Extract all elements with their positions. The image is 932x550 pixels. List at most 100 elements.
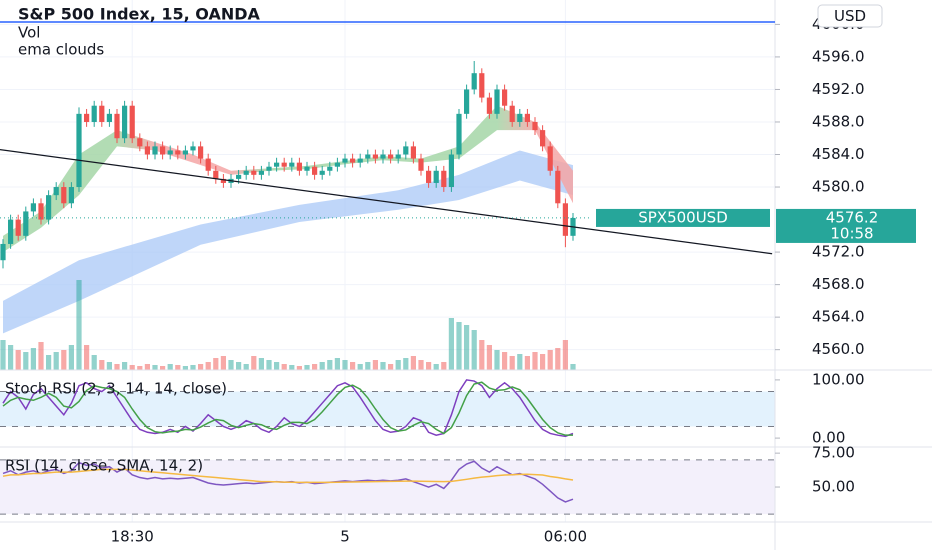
- volume-bar: [266, 360, 272, 370]
- volume-bar: [350, 362, 356, 370]
- candle-body: [357, 158, 363, 163]
- y-tick-label: 4560.0: [812, 340, 865, 358]
- currency-button-box[interactable]: [817, 4, 883, 28]
- candle-body: [456, 113, 462, 155]
- currency-button[interactable]: USD: [817, 4, 883, 28]
- fast-ema-cloud: [231, 168, 269, 175]
- volume-bar: [494, 350, 500, 370]
- candle-body: [236, 174, 242, 179]
- volume-bar: [46, 355, 52, 370]
- candle-body: [547, 146, 553, 171]
- candle-body: [76, 113, 82, 188]
- volume-bar: [236, 362, 242, 370]
- volume-bar: [403, 358, 409, 370]
- candle-body: [334, 162, 340, 167]
- fast-ema-cloud: [193, 154, 231, 175]
- indicator-line: [2, 381, 573, 436]
- volume-bar: [388, 364, 394, 370]
- volume-bar: [372, 360, 378, 370]
- volume-bar: [532, 352, 538, 370]
- volume-bar: [304, 365, 310, 370]
- candle-body: [129, 105, 135, 139]
- currency-label[interactable]: USD: [834, 7, 866, 25]
- volume-bar: [486, 345, 492, 370]
- candle-body: [281, 162, 287, 167]
- candle-body: [61, 187, 67, 204]
- y-tick-label: 4580.0: [812, 178, 865, 196]
- volume-bar: [68, 345, 74, 370]
- candle-body: [91, 105, 97, 122]
- band-fill: [0, 459, 775, 515]
- volume-bar: [456, 322, 462, 370]
- candle-body: [502, 89, 508, 106]
- candle-body: [486, 97, 492, 114]
- last-price-box: [776, 208, 916, 243]
- indicator-line: [2, 468, 574, 484]
- volume-bar: [517, 354, 523, 370]
- candle-body: [471, 73, 477, 90]
- volume-bar: [441, 362, 447, 370]
- candle-body: [167, 150, 173, 155]
- y-tick-label: 4564.0: [812, 308, 865, 326]
- candle-body: [562, 203, 568, 236]
- y-tick-label: 100.00: [812, 370, 865, 388]
- candle-body: [198, 146, 204, 159]
- volume-bar: [99, 360, 105, 370]
- y-tick-label: 50.00: [812, 478, 855, 496]
- volume-bar: [418, 360, 424, 370]
- candle-body: [296, 162, 302, 171]
- candle-body: [106, 113, 112, 122]
- x-tick-label: 5: [340, 528, 350, 546]
- volume-bar: [570, 364, 576, 370]
- candle-body: [38, 203, 44, 220]
- volume-bar: [38, 342, 44, 370]
- y-tick-label: 4572.0: [812, 243, 865, 261]
- volume-bar: [258, 358, 264, 370]
- volume-bar: [76, 280, 82, 370]
- volume-bar: [327, 360, 333, 370]
- candle-body: [433, 170, 439, 183]
- slow-ema-cloud: [3, 150, 573, 334]
- volume-bar: [342, 360, 348, 370]
- x-tick-label: 18:30: [111, 528, 154, 546]
- candle-body: [258, 170, 264, 175]
- candle-body: [114, 113, 120, 139]
- candle-body: [243, 170, 249, 175]
- volume-bar: [175, 365, 181, 370]
- volume-bar: [15, 350, 21, 370]
- volume-bar: [220, 356, 226, 370]
- candle-body: [304, 166, 310, 171]
- candle-body: [53, 187, 59, 196]
- volume-bar: [129, 365, 135, 370]
- trendline: [0, 148, 773, 255]
- symbol-label-box: [596, 208, 770, 227]
- volume-bar: [479, 340, 485, 370]
- volume-bar: [380, 362, 386, 370]
- candle-body: [190, 146, 196, 151]
- y-tick-label: 75.00: [812, 444, 855, 462]
- volume-bar: [464, 325, 470, 370]
- volume-bar: [114, 364, 120, 370]
- volume-bar: [106, 362, 112, 370]
- volume-bar: [274, 362, 280, 370]
- candle-body: [418, 158, 424, 171]
- volume-bar: [547, 350, 553, 370]
- volume-bar: [122, 362, 128, 370]
- volume-bar: [555, 348, 561, 370]
- candle-body: [365, 154, 371, 159]
- last-price-label: 4576.2: [826, 208, 879, 226]
- candle-body: [441, 170, 447, 188]
- volume-bar: [426, 362, 432, 370]
- candle-body: [122, 105, 128, 139]
- y-tick-label: 4596.0: [812, 47, 865, 65]
- volume-bar: [144, 364, 150, 370]
- x-tick-label: 06:00: [544, 528, 587, 546]
- candle-body: [350, 158, 356, 163]
- candle-body: [99, 105, 105, 122]
- candle-body: [524, 113, 530, 122]
- candle-body: [289, 162, 295, 167]
- axes: 18:30506:004600.04596.04592.04588.04584.…: [111, 15, 916, 546]
- volume-bar: [137, 366, 143, 370]
- volume-bar: [357, 364, 363, 370]
- volume-bar: [448, 318, 454, 370]
